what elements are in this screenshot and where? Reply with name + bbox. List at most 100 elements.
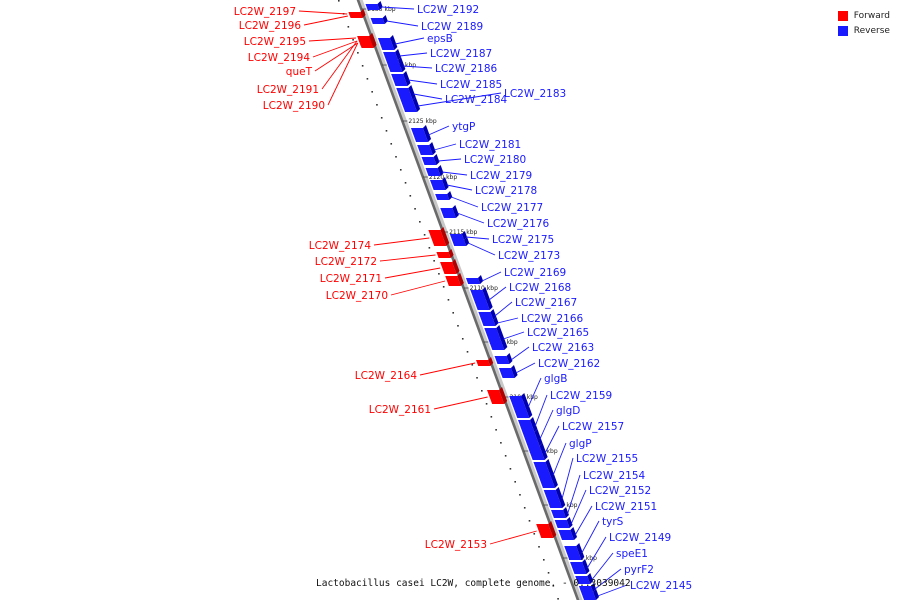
gene-label-LC2W_2165: LC2W_2165 xyxy=(527,327,589,339)
legend-reverse-label: Reverse xyxy=(853,25,890,36)
leader-LC2W_2164 xyxy=(419,362,476,376)
leader-LC2W_2149 xyxy=(586,536,607,569)
gene-LC2W_2166-side xyxy=(493,317,499,326)
gene-LC2W_2186-shape xyxy=(386,60,403,72)
track-dot xyxy=(423,234,426,236)
gene-LC2W_2173-side xyxy=(464,237,470,246)
leader-LC2W_2180 xyxy=(437,158,462,162)
gene-LC2W_2179-shape xyxy=(425,168,441,176)
leader-LC2W_2176 xyxy=(456,212,485,224)
gene-LC2W_2152 xyxy=(554,517,573,528)
gene-pyrF2-shape xyxy=(578,586,594,592)
track-dot xyxy=(519,494,521,496)
leader-LC2W_2169 xyxy=(481,271,502,282)
gene-LC2W_2169-side xyxy=(477,275,484,284)
backbone-line xyxy=(356,0,580,600)
gene-LC2W_2161-side xyxy=(499,387,508,404)
gene-label-LC2W_2166: LC2W_2166 xyxy=(521,313,584,325)
gene-LC2W_2162 xyxy=(498,365,518,378)
gene-label-LC2W_2189: LC2W_2189 xyxy=(421,21,483,33)
gene-label-LC2W_2185: LC2W_2185 xyxy=(440,79,502,91)
gene-glgB-shape xyxy=(509,396,530,418)
backbone-shadow xyxy=(357,0,583,600)
legend-forward: Forward xyxy=(837,8,890,23)
leader-LC2W_2159 xyxy=(534,394,548,427)
gene-label-LC2W_2175: LC2W_2175 xyxy=(492,234,554,246)
track-dot xyxy=(547,572,550,574)
gene-label-LC2W_2164: LC2W_2164 xyxy=(355,370,418,382)
gene-LC2W_2151-shape xyxy=(558,530,575,540)
track-dot xyxy=(485,403,488,405)
gene-LC2W_2192-side xyxy=(377,1,383,10)
gene-LC2W_2184 xyxy=(396,85,416,100)
leader-LC2W_2167 xyxy=(494,301,513,317)
gene-LC2W_2177 xyxy=(435,191,453,200)
leader-LC2W_2175 xyxy=(465,236,490,240)
gene-LC2W_2183-side xyxy=(412,97,421,112)
leader-tyrS xyxy=(581,520,600,554)
track-dot xyxy=(523,507,526,509)
gene-LC2W_2185-side xyxy=(403,71,411,86)
leader-LC2W_2165 xyxy=(503,331,525,340)
leader-LC2W_2197 xyxy=(298,10,348,15)
dotted-track xyxy=(338,0,559,600)
gene-tyrS xyxy=(564,543,585,560)
gene-glgD-shape xyxy=(522,432,540,446)
leader-LC2W_2163 xyxy=(510,346,530,361)
gene-LC2W_2177-side xyxy=(447,191,453,200)
gene-label-LC2W_2187: LC2W_2187 xyxy=(430,48,492,60)
gene-LC2W_2172-shape xyxy=(436,252,451,258)
leader-LC2W_2155 xyxy=(561,457,574,500)
gene-label-LC2W_2197: LC2W_2197 xyxy=(234,6,296,18)
gene-LC2W_2187-shape xyxy=(383,52,399,60)
gene-label-pyrF2: pyrF2 xyxy=(624,564,654,576)
gene-label-LC2W_2149: LC2W_2149 xyxy=(609,532,671,544)
gene-LC2W_2173 xyxy=(452,237,470,246)
leader-LC2W_2184 xyxy=(413,93,443,100)
gene-LC2W_2164-shape xyxy=(476,360,491,366)
gene-features xyxy=(348,1,600,600)
gene-LC2W_2196-side xyxy=(361,11,366,18)
track-dot xyxy=(509,468,512,470)
gene-label-LC2W_2181: LC2W_2181 xyxy=(459,139,521,151)
gene-LC2W_2151 xyxy=(558,527,578,540)
gene-LC2W_2168-shape xyxy=(470,290,490,310)
track-dot xyxy=(385,130,388,132)
reverse-swatch xyxy=(837,25,848,36)
track-dot xyxy=(447,299,450,301)
gene-label-LC2W_2169: LC2W_2169 xyxy=(504,267,566,279)
gene-label-glgB: glgB xyxy=(544,373,567,385)
gene-label-LC2W_2190: LC2W_2190 xyxy=(263,100,325,112)
track-dot xyxy=(395,156,397,158)
track-dot xyxy=(504,455,507,457)
gene-tyrS-shape xyxy=(564,546,582,560)
track-dot xyxy=(495,429,497,431)
track-dot xyxy=(428,247,431,249)
leader-LC2W_2168 xyxy=(488,286,507,301)
label-leader-lines xyxy=(298,6,628,597)
gene-label-LC2W_2183: LC2W_2183 xyxy=(504,88,566,100)
gene-label-tyrS: tyrS xyxy=(602,516,624,528)
leader-LC2W_2157 xyxy=(544,425,560,454)
gene-LC2W_2180-shape xyxy=(421,157,437,165)
gene-epsB xyxy=(377,35,398,50)
gene-label-LC2W_2162: LC2W_2162 xyxy=(538,358,600,370)
gene-LC2W_2181-side xyxy=(429,142,436,155)
gene-LC2W_2168 xyxy=(470,287,493,310)
leader-LC2W_2151 xyxy=(574,505,593,536)
gene-LC2W_2159-shape xyxy=(518,420,535,432)
gene-label-LC2W_2168: LC2W_2168 xyxy=(509,282,571,294)
gene-label-queT: queT xyxy=(286,66,313,78)
gene-LC2W_2171-side xyxy=(452,259,460,274)
gene-LC2W_2165-side xyxy=(496,325,508,350)
gene-LC2W_2184-side xyxy=(408,85,416,100)
leader-glgB xyxy=(527,377,542,408)
leader-LC2W_2185 xyxy=(408,79,438,85)
gene-LC2W_2155 xyxy=(543,487,566,508)
track-dot xyxy=(366,78,369,80)
gene-LC2W_2196-shape xyxy=(349,14,363,18)
genome-backbone xyxy=(356,0,583,600)
leader-LC2W_2177 xyxy=(451,196,479,208)
gene-LC2W_2170 xyxy=(445,273,464,286)
gene-LC2W_2157 xyxy=(527,443,548,460)
